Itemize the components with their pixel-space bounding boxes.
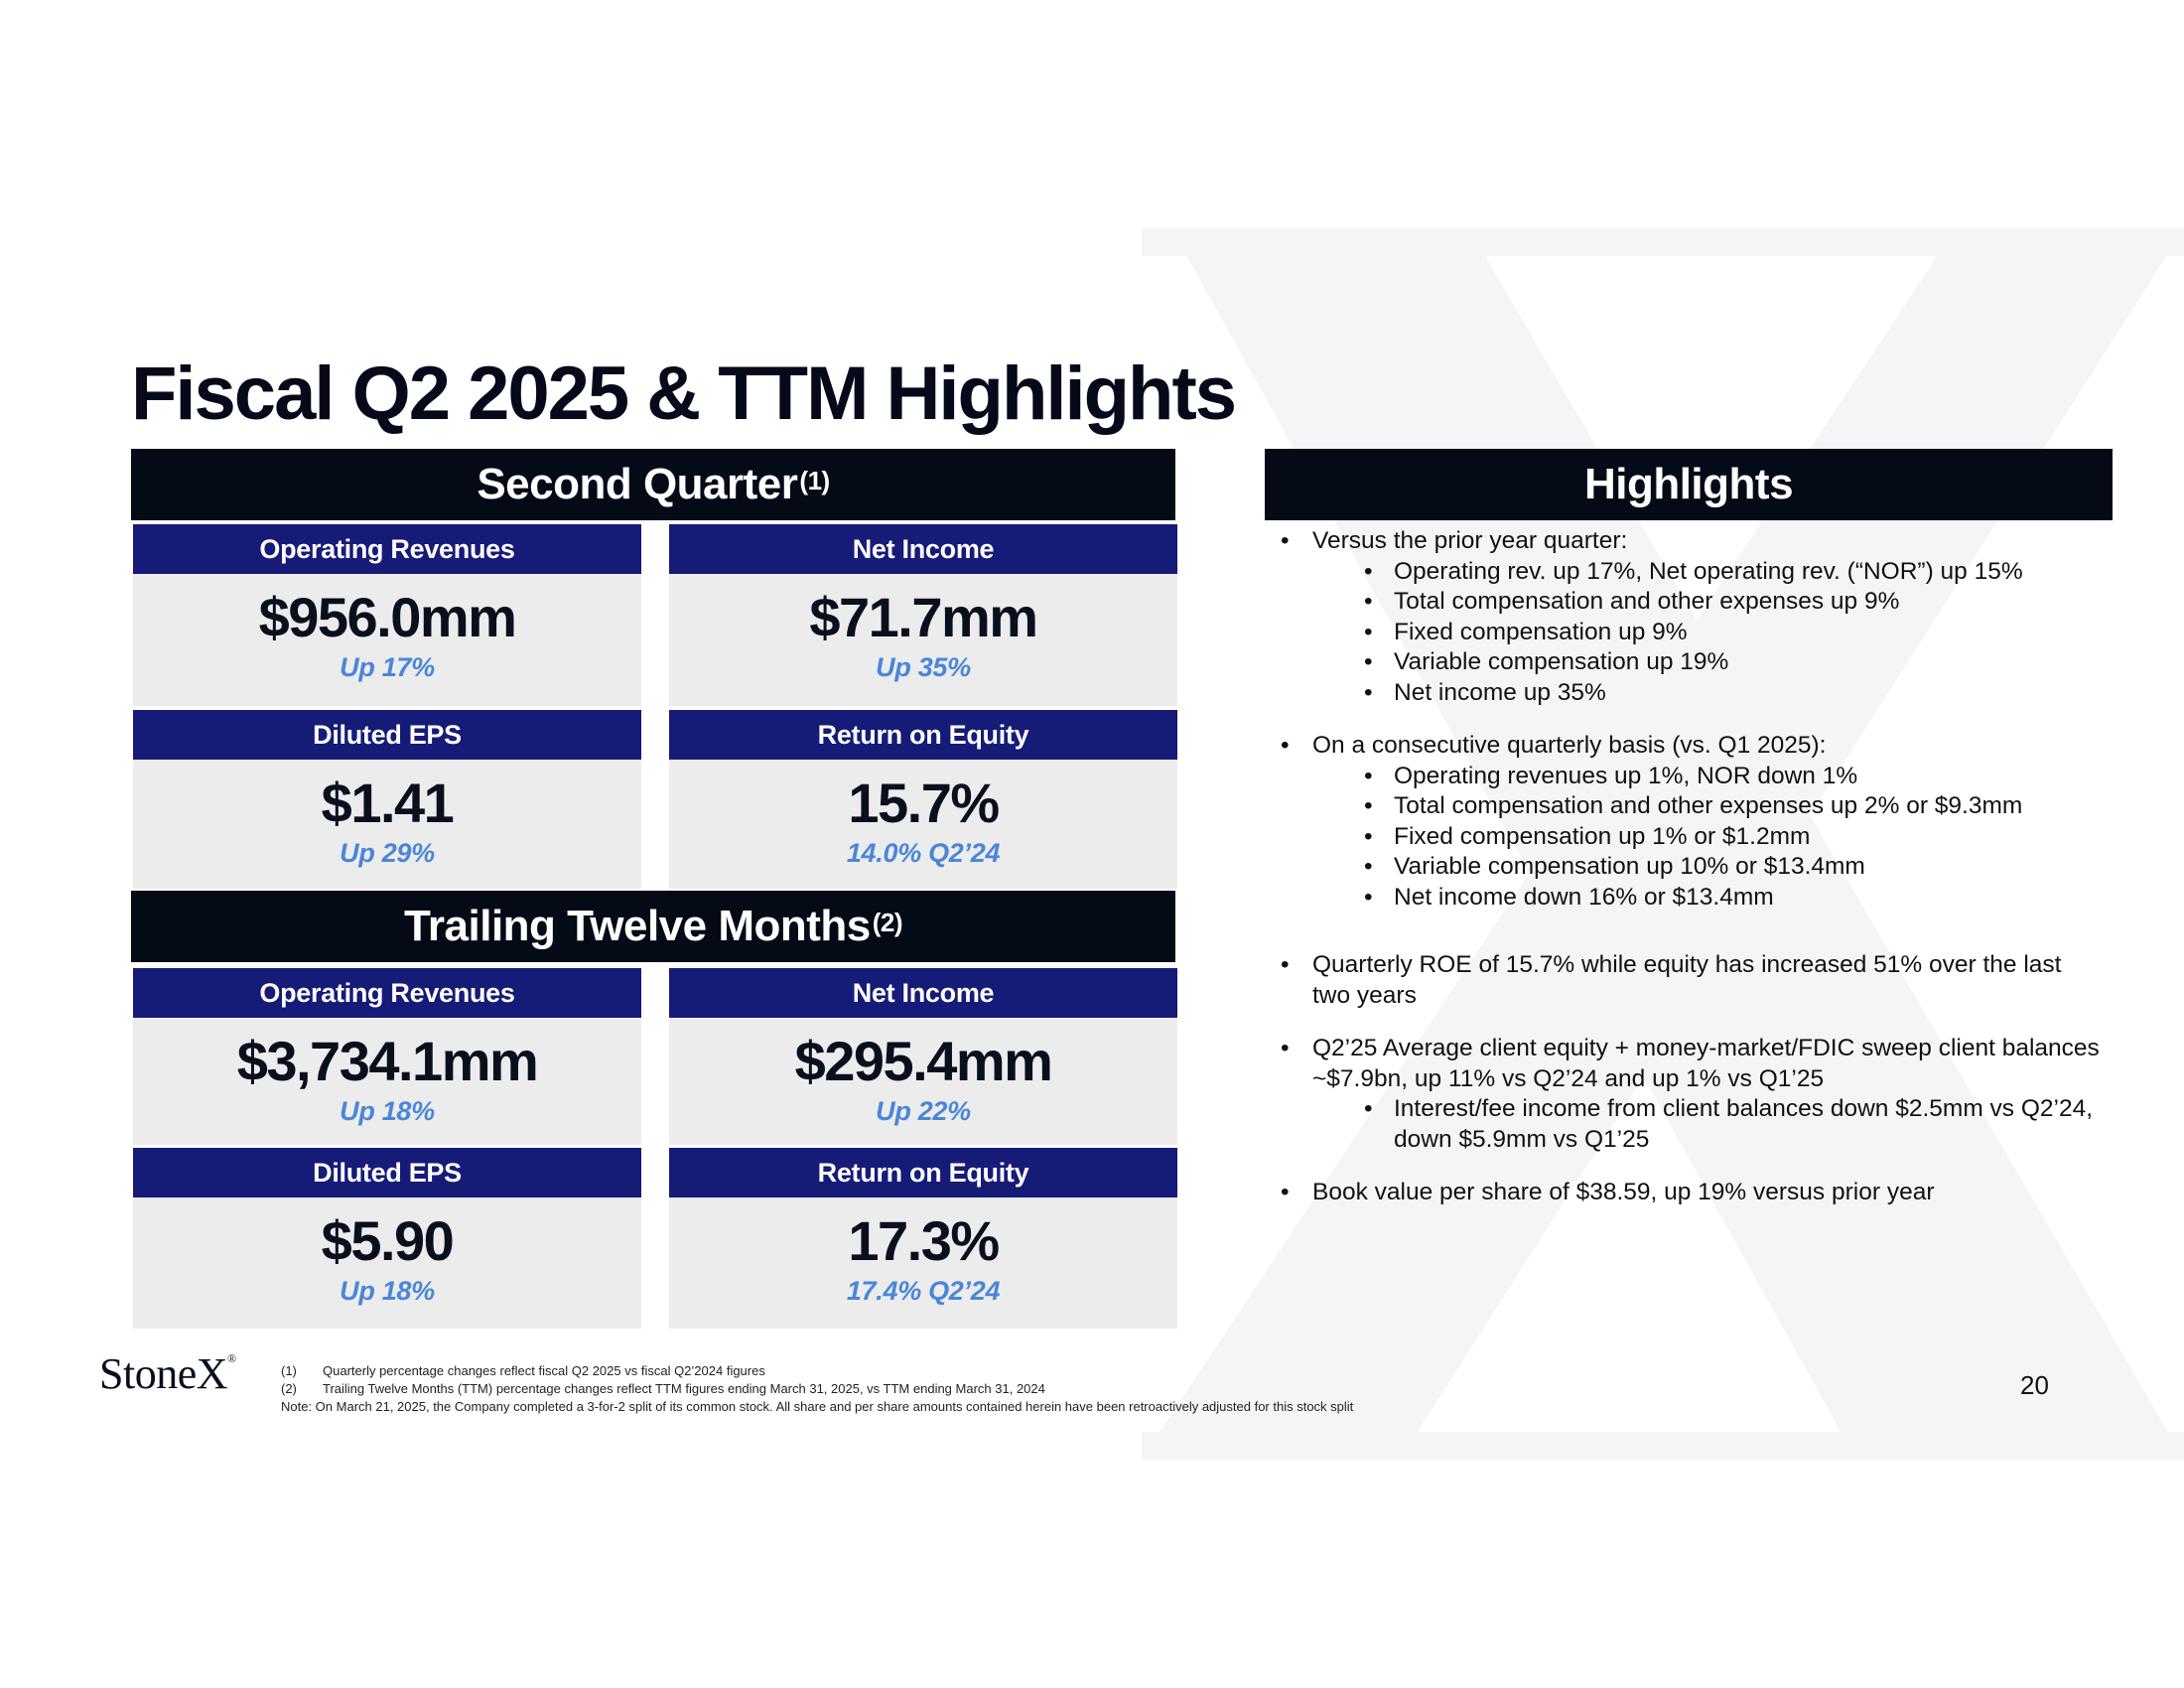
card-change: Up 18% [340,1276,435,1307]
footnote-note-text: Note: On March 21, 2025, the Company com… [281,1399,1354,1414]
footnote-2: (2) Trailing Twelve Months (TTM) percent… [281,1380,1353,1398]
second-quarter-label: Second Quarter [477,460,798,508]
list-item: Q2’25 Average client equity + money-mark… [1281,1034,2105,1155]
ttm-header: Trailing Twelve Months (2) [131,891,1175,962]
bullet-text: On a consecutive quarterly basis (vs. Q1… [1312,732,1827,759]
card-change: 17.4% Q2’24 [846,1276,1001,1307]
list-item: Variable compensation up 10% or $13.4mm [1364,852,2105,883]
ttm-return-on-equity-card: Return on Equity 17.3% 17.4% Q2’24 [669,1148,1177,1329]
list-item: Fixed compensation up 9% [1364,618,2105,648]
sub-list: Operating rev. up 17%, Net operating rev… [1364,557,2105,709]
card-header: Return on Equity [669,710,1177,760]
ttm-net-income-card: Net Income $295.4mm Up 22% [669,968,1177,1145]
sq-net-income-card: Net Income $71.7mm Up 35% [669,524,1177,706]
card-value: $956.0mm [258,586,517,648]
card-value: $3,734.1mm [236,1030,539,1092]
card-value: $71.7mm [809,586,1038,648]
card-value: 15.7% [848,772,1000,834]
ttm-diluted-eps-card: Diluted EPS $5.90 Up 18% [133,1148,641,1329]
card-header: Diluted EPS [133,1148,641,1197]
list-item: On a consecutive quarterly basis (vs. Q1… [1281,731,2105,913]
footnote-number: (2) [281,1381,297,1396]
footnote-note: Note: On March 21, 2025, the Company com… [281,1398,1353,1416]
highlights-label: Highlights [1583,460,1794,508]
highlights-list: Versus the prior year quarter: Operating… [1281,526,2105,1231]
card-header: Return on Equity [669,1148,1177,1197]
sub-list: Operating revenues up 1%, NOR down 1% To… [1364,762,2105,914]
second-quarter-footnote-ref: (1) [799,465,830,495]
bullet-text: Versus the prior year quarter: [1312,527,1628,554]
card-header: Net Income [669,524,1177,574]
list-item: Fixed compensation up 1% or $1.2mm [1364,822,2105,853]
ttm-operating-revenues-card: Operating Revenues $3,734.1mm Up 18% [133,968,641,1145]
list-item: Quarterly ROE of 15.7% while equity has … [1281,950,2105,1011]
card-header: Diluted EPS [133,710,641,760]
footnote-text: Trailing Twelve Months (TTM) percentage … [323,1381,1045,1396]
sub-list: Interest/fee income from client balances… [1364,1094,2105,1155]
card-header: Operating Revenues [133,524,641,574]
list-item: Net income down 16% or $13.4mm [1364,883,2105,914]
card-value: $5.90 [321,1209,455,1272]
list-item: Operating rev. up 17%, Net operating rev… [1364,557,2105,588]
card-header: Net Income [669,968,1177,1018]
list-item: Versus the prior year quarter: Operating… [1281,526,2105,708]
sq-diluted-eps-card: Diluted EPS $1.41 Up 29% [133,710,641,889]
card-change: Up 18% [340,1096,435,1127]
list-item: Net income up 35% [1364,678,2105,709]
page-number: 20 [2020,1370,2049,1400]
list-item: Operating revenues up 1%, NOR down 1% [1364,762,2105,792]
ttm-label: Trailing Twelve Months [403,902,871,950]
footnote-text: Quarterly percentage changes reflect fis… [323,1363,765,1378]
stonex-logo: StoneX® [99,1348,236,1399]
sq-return-on-equity-card: Return on Equity 15.7% 14.0% Q2’24 [669,710,1177,889]
bullet-text: Quarterly ROE of 15.7% while equity has … [1312,951,2062,1009]
card-change: Up 29% [340,838,435,869]
bullet-text: Q2’25 Average client equity + money-mark… [1312,1035,2100,1092]
card-change: Up 35% [876,652,971,683]
list-item: Interest/fee income from client balances… [1364,1094,2105,1155]
list-item: Book value per share of $38.59, up 19% v… [1281,1178,2105,1208]
sq-operating-revenues-card: Operating Revenues $956.0mm Up 17% [133,524,641,706]
card-change: 14.0% Q2’24 [846,838,1001,869]
card-value: $1.41 [321,772,455,834]
footnote-1: (1) Quarterly percentage changes reflect… [281,1362,1353,1380]
card-value: $295.4mm [794,1030,1053,1092]
list-item: Variable compensation up 19% [1364,647,2105,678]
footnotes: (1) Quarterly percentage changes reflect… [281,1362,1353,1416]
second-quarter-header: Second Quarter (1) [131,449,1175,520]
card-header: Operating Revenues [133,968,641,1018]
list-item: Total compensation and other expenses up… [1364,587,2105,618]
footnote-number: (1) [281,1363,297,1378]
logo-text: StoneX [99,1349,228,1398]
page-title: Fiscal Q2 2025 & TTM Highlights [131,352,1237,436]
logo-registered-mark: ® [227,1351,236,1366]
highlights-header: Highlights [1265,449,2113,520]
card-change: Up 22% [876,1096,971,1127]
list-item: Total compensation and other expenses up… [1364,791,2105,822]
ttm-footnote-ref: (2) [872,907,903,937]
card-value: 17.3% [848,1209,1000,1272]
card-change: Up 17% [340,652,435,683]
bullet-text: Book value per share of $38.59, up 19% v… [1312,1179,1935,1205]
